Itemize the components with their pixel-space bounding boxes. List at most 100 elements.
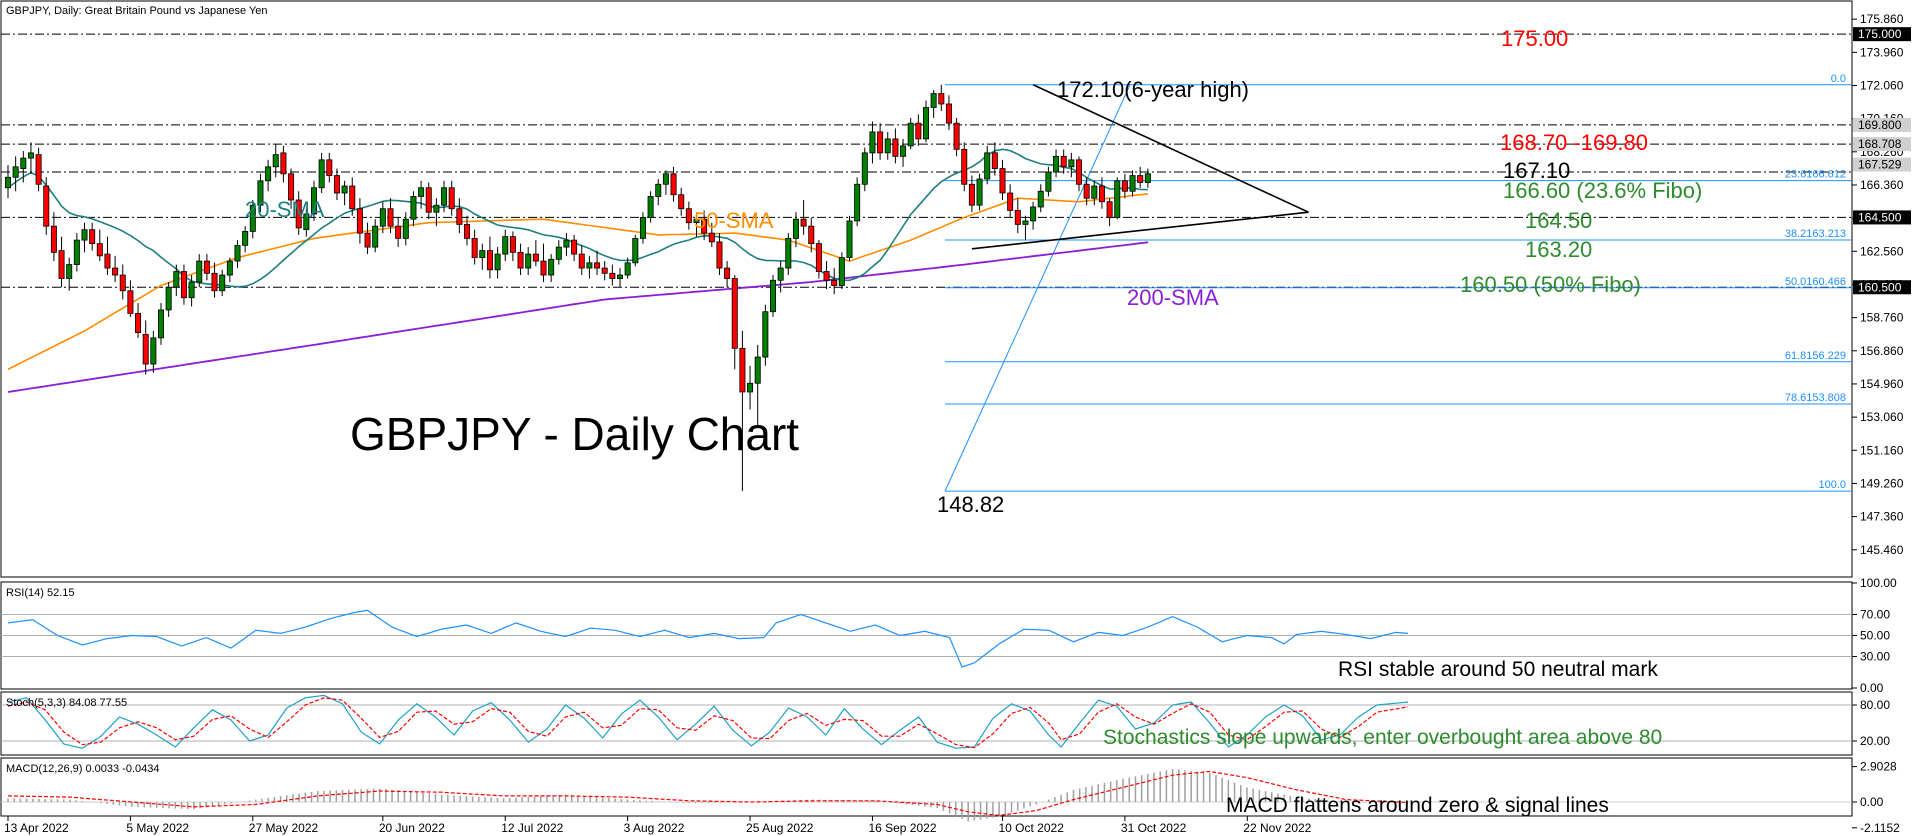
rsi-y-tick-label: 30.00 [1860, 650, 1890, 664]
stoch-signal-line [7, 697, 1409, 749]
candle-body [861, 152, 868, 185]
candle-body [341, 185, 348, 194]
candle [219, 269, 226, 296]
candle-body [119, 274, 126, 292]
candle-body [968, 183, 975, 206]
symbol-label: GBPJPY, Daily: Great Britain Pound vs Ja… [6, 5, 268, 17]
candle [372, 219, 379, 253]
candle [785, 233, 792, 276]
candle-body [433, 204, 440, 213]
candle [112, 255, 119, 283]
candle-body [486, 250, 493, 271]
fibo-trend-line [944, 84, 1131, 492]
stoch-header: Stoch(5,3,3) 84.08 77.55 [6, 697, 127, 709]
candle-body [364, 232, 371, 248]
stoch-annotation: Stochastics slope upwards, enter overbou… [1103, 726, 1662, 749]
candle-body [678, 194, 685, 210]
candle-body [96, 243, 103, 257]
rsi-y-tick-label: 70.00 [1860, 608, 1890, 622]
candle [571, 234, 578, 262]
candle [808, 217, 815, 253]
x-tick-label: 16 Sep 2022 [868, 821, 936, 835]
candle [961, 142, 968, 192]
candle-body [226, 260, 233, 276]
candle [395, 217, 402, 248]
candle [739, 330, 746, 492]
candle-body [785, 237, 792, 269]
candle-body [127, 290, 134, 314]
candle [1037, 184, 1044, 213]
candle [662, 170, 669, 195]
macd-panel-frame [0, 757, 1853, 817]
level-16320-label: 163.20 [1525, 237, 1592, 262]
high-label: 172.10(6-year high) [1057, 77, 1249, 102]
candle-body [685, 208, 692, 224]
candle-body [900, 145, 907, 157]
zone-label: 168.70 -169.80 [1500, 130, 1648, 155]
price-tag-label: 169.800 [1858, 118, 1902, 132]
candle-body [463, 224, 470, 239]
candle [135, 302, 142, 338]
candle [869, 121, 876, 164]
stoch-y-tick-label: 20.00 [1860, 734, 1890, 748]
candle-body [387, 208, 394, 227]
candle-body [165, 286, 172, 311]
candle-body [869, 131, 876, 154]
candle-body [410, 196, 417, 220]
candle [976, 173, 983, 211]
candle-body [1045, 171, 1052, 192]
candle-body [20, 157, 27, 169]
candle-body [310, 187, 317, 215]
candle [1144, 168, 1151, 188]
candle-body [1129, 175, 1136, 192]
candle-body [800, 218, 807, 227]
candle-body [662, 173, 669, 185]
price-y-tick-label: 158.760 [1860, 311, 1904, 325]
candle [1030, 201, 1037, 230]
candle [310, 180, 317, 221]
candle-body [257, 180, 264, 206]
candle-body [50, 225, 57, 253]
candle-body [655, 183, 662, 197]
candle-body [647, 196, 654, 218]
candle [624, 257, 631, 279]
candle-body [12, 166, 19, 178]
candle-body [571, 239, 578, 255]
candle [846, 215, 853, 262]
chart-title: GBPJPY - Daily Chart [350, 408, 799, 460]
candle-body [272, 154, 279, 168]
candle [387, 198, 394, 234]
level-16660-label: 166.60 (23.6% Fibo) [1503, 178, 1702, 203]
price-y-tick-label: 145.460 [1860, 543, 1904, 557]
candle [1022, 215, 1029, 241]
candle [639, 212, 646, 244]
candle-body [808, 225, 815, 245]
candle [892, 128, 899, 164]
candle-body [502, 236, 509, 255]
candle [288, 168, 295, 209]
candle-body [441, 187, 448, 206]
candle-body [578, 253, 585, 269]
candle [1068, 152, 1075, 178]
candle [563, 233, 570, 256]
candle-body [1053, 155, 1060, 173]
candle [81, 222, 88, 253]
candle [555, 240, 562, 265]
candle-body [792, 218, 799, 239]
candle-body [754, 356, 761, 384]
candle-body [1060, 155, 1067, 168]
candle [747, 365, 754, 410]
candle-body [1083, 183, 1090, 199]
candle [540, 243, 547, 283]
x-tick-label: 31 Oct 2022 [1121, 821, 1187, 835]
candle-body [1091, 185, 1098, 199]
sma20-label: 20-SMA [245, 197, 325, 222]
candle-body [5, 176, 11, 189]
candle-body [27, 152, 34, 159]
candle [418, 180, 425, 209]
level-16050-label: 160.50 (50% Fibo) [1460, 272, 1641, 297]
fibo-level-label: 61.8156.229 [1785, 350, 1846, 362]
candle [923, 100, 930, 143]
